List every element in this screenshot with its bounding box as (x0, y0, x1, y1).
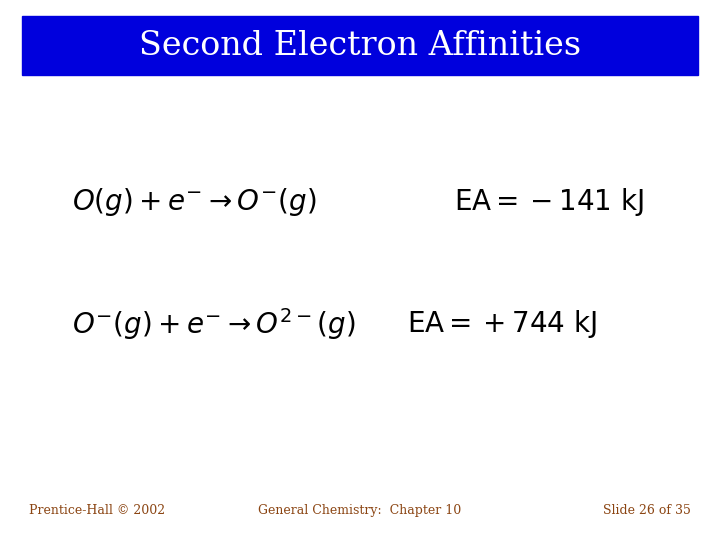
Text: $\mathit{O}^{-}(\mathit{g}) + \mathit{e}^{-} \rightarrow \mathit{O}^{2-}(\mathit: $\mathit{O}^{-}(\mathit{g}) + \mathit{e}… (72, 306, 356, 342)
FancyBboxPatch shape (22, 16, 698, 75)
Text: General Chemistry:  Chapter 10: General Chemistry: Chapter 10 (258, 504, 462, 517)
Text: Second Electron Affinities: Second Electron Affinities (139, 30, 581, 63)
Text: $\mathit{O}(\mathit{g}) + \mathit{e}^{-} \rightarrow \mathit{O}^{-}(\mathit{g})$: $\mathit{O}(\mathit{g}) + \mathit{e}^{-}… (72, 186, 316, 219)
Text: Prentice-Hall © 2002: Prentice-Hall © 2002 (29, 504, 165, 517)
Text: $\mathrm{EA = -141\ kJ}$: $\mathrm{EA = -141\ kJ}$ (454, 186, 644, 219)
Text: $\mathrm{EA = +744\ kJ}$: $\mathrm{EA = +744\ kJ}$ (407, 308, 597, 340)
Text: Slide 26 of 35: Slide 26 of 35 (603, 504, 691, 517)
